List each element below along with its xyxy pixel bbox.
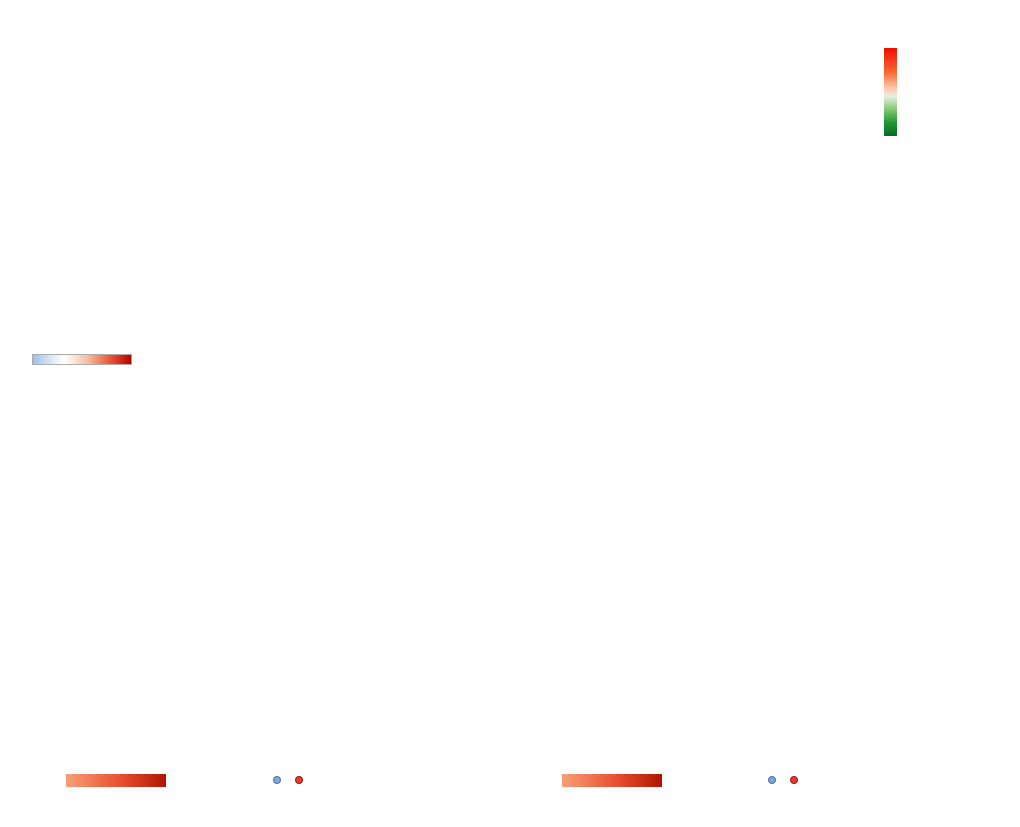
logfc-color-scale (32, 352, 152, 365)
zscore-gradient-bar (562, 774, 662, 787)
panel-d-logfc-legend (695, 772, 875, 784)
downregulated-dot (768, 776, 776, 784)
panel-b-zscore-legend (60, 772, 172, 789)
upregulated-dot (295, 776, 303, 784)
panel-d-kegg-circle-plot (505, 492, 805, 787)
fold-change-legend (884, 45, 901, 136)
panel-c-network-plot (495, 12, 875, 367)
upregulated-dot (790, 776, 798, 784)
zscore-gradient-bar (66, 774, 166, 787)
panel-a-chord-diagram (10, 12, 485, 352)
downregulated-dot (273, 776, 281, 784)
fold-change-gradient-bar (884, 48, 897, 136)
panel-b-go-circle-plot (5, 492, 285, 787)
logfc-gradient-bar (32, 354, 132, 365)
panel-b-logfc-legend (200, 772, 380, 784)
panel-d-zscore-legend (556, 772, 668, 789)
